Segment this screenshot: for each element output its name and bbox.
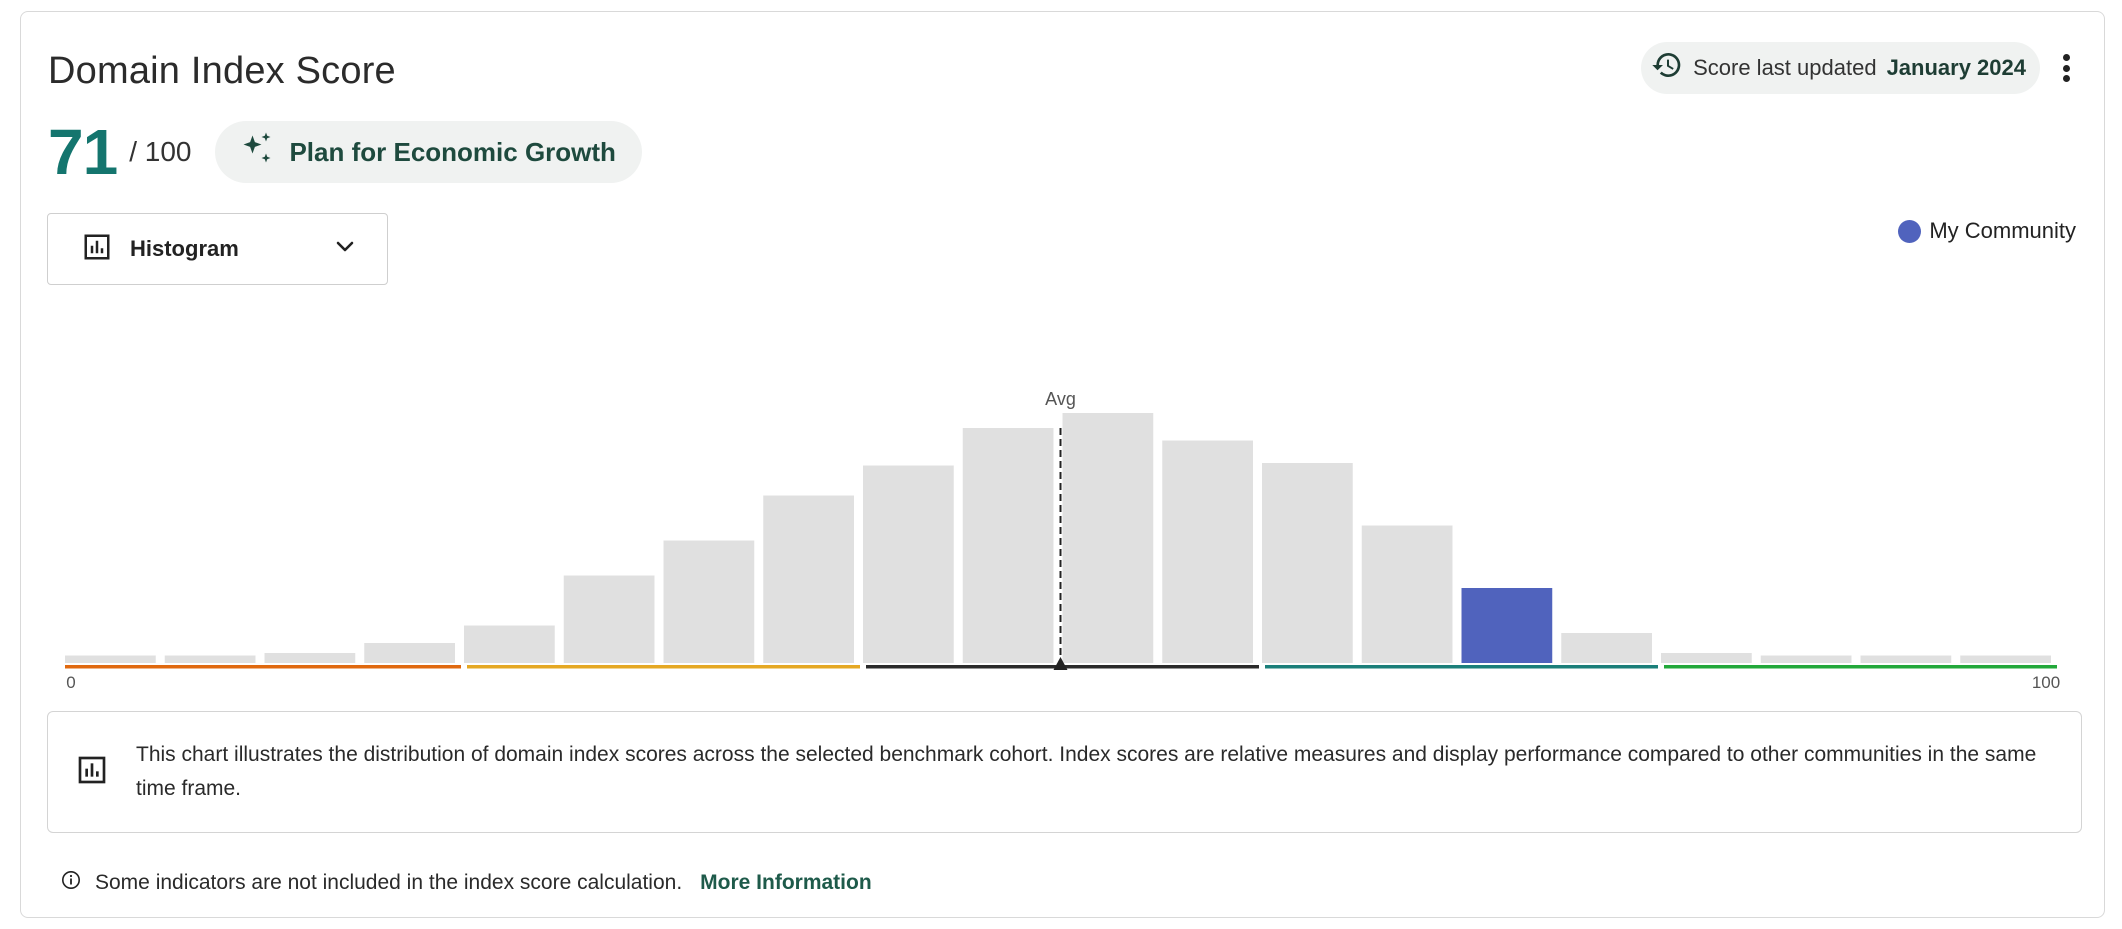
chart-description-text: This chart illustrates the distribution … bbox=[136, 743, 2037, 800]
updated-date: January 2024 bbox=[1886, 55, 2026, 80]
footnote: Some indicators are not included in the … bbox=[61, 870, 872, 896]
footnote-text: Some indicators are not included in the … bbox=[95, 871, 683, 894]
plan-label: Plan for Economic Growth bbox=[289, 136, 616, 167]
bar-chart-icon bbox=[82, 232, 112, 267]
sparkle-icon bbox=[239, 131, 275, 174]
more-information-link[interactable]: More Information bbox=[700, 871, 872, 894]
score-row: 71 / 100 Plan for Economic Growth bbox=[48, 120, 642, 184]
legend-swatch bbox=[1898, 219, 1922, 243]
score-value: 71 bbox=[48, 116, 118, 188]
plan-for-growth-button[interactable]: Plan for Economic Growth bbox=[215, 121, 642, 183]
more-vert-icon[interactable] bbox=[2056, 50, 2076, 86]
score-updated-badge: Score last updated January 2024 bbox=[1641, 42, 2040, 94]
card-title: Domain Index Score bbox=[48, 50, 396, 92]
chart-legend: My Community bbox=[1898, 218, 2076, 244]
chart-type-label: Histogram bbox=[130, 236, 239, 261]
updated-prefix: Score last updated bbox=[1693, 55, 1877, 80]
bar-chart-icon bbox=[76, 754, 108, 791]
history-icon bbox=[1651, 49, 1683, 87]
score-max: / 100 bbox=[129, 136, 192, 167]
chart-type-select[interactable]: Histogram bbox=[47, 213, 388, 285]
info-icon bbox=[61, 870, 81, 896]
chevron-down-icon bbox=[333, 235, 357, 264]
legend-label: My Community bbox=[1929, 218, 2076, 243]
chart-description: This chart illustrates the distribution … bbox=[47, 711, 2082, 833]
domain-index-card: Domain Index Score Score last updated Ja… bbox=[20, 11, 2105, 918]
